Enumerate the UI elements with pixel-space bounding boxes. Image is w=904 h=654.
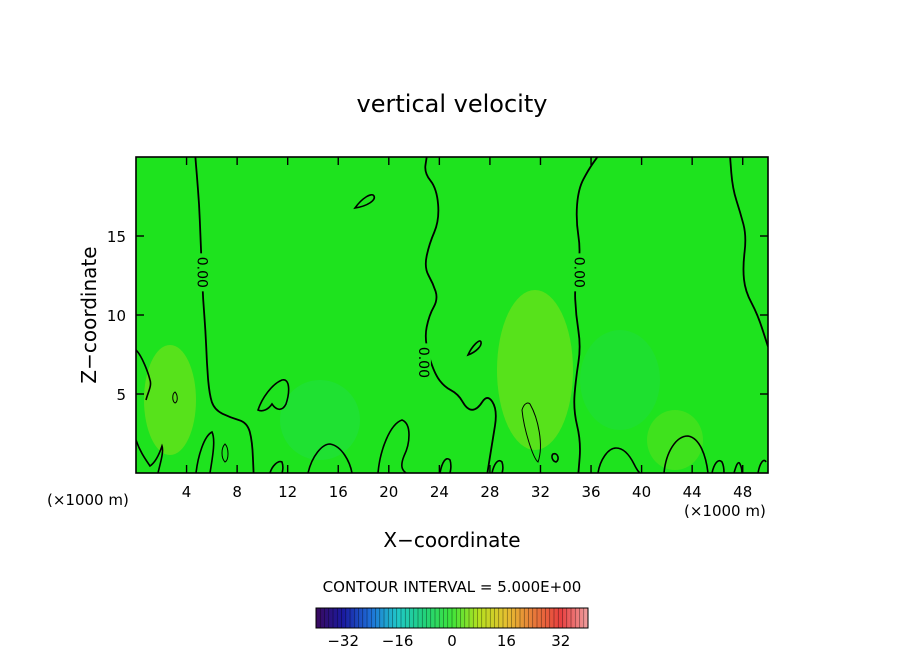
x-tick-label: 16 <box>329 483 348 501</box>
zero-contour-middle <box>424 157 497 473</box>
colorbar-stripes <box>319 608 585 628</box>
small-contour-features <box>136 193 767 473</box>
x-axis-label: X−coordinate <box>383 528 520 552</box>
contour-bump <box>491 459 504 473</box>
contour-bump <box>757 459 767 473</box>
y-tick-label: 10 <box>107 307 126 325</box>
zero-contour-far-right <box>729 157 768 347</box>
x-unit-label-left: (×1000 m) <box>47 491 129 509</box>
contour-label-bg <box>570 253 587 292</box>
contour-label-bg <box>193 253 210 292</box>
contour-blob <box>221 443 229 463</box>
contour-labels: 0.00 0.00 0.00 <box>193 253 587 382</box>
y-tick-label: 5 <box>116 386 126 404</box>
x-tick-label: 8 <box>232 483 242 501</box>
contour-interval-text: CONTOUR INTERVAL = 5.000E+00 <box>323 578 582 596</box>
colorbar-frame <box>315 607 589 629</box>
y-tick-label: 15 <box>107 228 126 246</box>
contour-bump <box>711 459 725 473</box>
plot-area: 0.000.000.00 4 8 12 16 20 24 28 32 36 40 44 48 5101… <box>107 156 769 501</box>
contour-bump <box>195 430 215 473</box>
colorbar-ticks: −32 −16 0 16 32 <box>327 632 570 650</box>
contour-bump <box>136 349 152 401</box>
contour-bump <box>733 461 743 473</box>
contour-blob <box>466 340 482 357</box>
contour-blob <box>353 193 376 210</box>
contour-blob <box>521 402 541 463</box>
contour-bump <box>597 447 641 473</box>
warm-patch-center <box>497 290 573 450</box>
x-unit-label-right: (×1000 m) <box>684 502 766 520</box>
contour-bump <box>307 443 353 473</box>
x-tick-label: 12 <box>278 483 297 501</box>
y-axis: 5 10 15 <box>107 228 768 404</box>
colorbar-tick-label: 0 <box>447 632 457 650</box>
x-tick-label: 36 <box>581 483 600 501</box>
colorbar: −32 −16 0 16 32 <box>315 607 589 650</box>
x-tick-label: 40 <box>632 483 651 501</box>
contour-label: 0.00 <box>570 257 586 288</box>
colorbar-tick-label: 32 <box>551 632 570 650</box>
colorbar-tick-label: −32 <box>327 632 359 650</box>
contour-bump <box>439 458 452 473</box>
contour-blob <box>551 452 559 463</box>
x-tick-label: 20 <box>379 483 398 501</box>
x-tick-label: 48 <box>733 483 752 501</box>
contour-bump <box>269 460 284 473</box>
x-tick-label: 4 <box>182 483 192 501</box>
x-tick-label: 28 <box>480 483 499 501</box>
warm-patch-right <box>647 410 703 470</box>
contour-label: 0.00 <box>415 347 431 378</box>
contour-lines <box>194 157 768 473</box>
zero-contour-left <box>194 157 255 473</box>
contour-blob <box>257 379 290 412</box>
x-tick-label: 32 <box>531 483 550 501</box>
cool-patch-1 <box>280 380 360 460</box>
contour-bump <box>663 435 709 473</box>
y-axis-label: Z−coordinate <box>77 246 101 383</box>
cool-patch-2 <box>580 330 660 430</box>
contour-label-bg <box>414 343 431 382</box>
chart-title: vertical velocity <box>357 90 548 118</box>
contour-label: 0.00 <box>194 257 210 288</box>
x-tick-label: 24 <box>430 483 449 501</box>
x-axis: 4 8 12 16 20 24 28 32 36 40 44 48 <box>182 157 752 501</box>
x-tick-label: 44 <box>683 483 702 501</box>
warm-patch-left <box>144 345 196 455</box>
colorbar-tick-label: −16 <box>382 632 414 650</box>
contour-bump <box>136 439 164 473</box>
contour-blob <box>172 391 178 404</box>
colorbar-tick-label: 16 <box>497 632 516 650</box>
contour-bump <box>377 419 410 473</box>
